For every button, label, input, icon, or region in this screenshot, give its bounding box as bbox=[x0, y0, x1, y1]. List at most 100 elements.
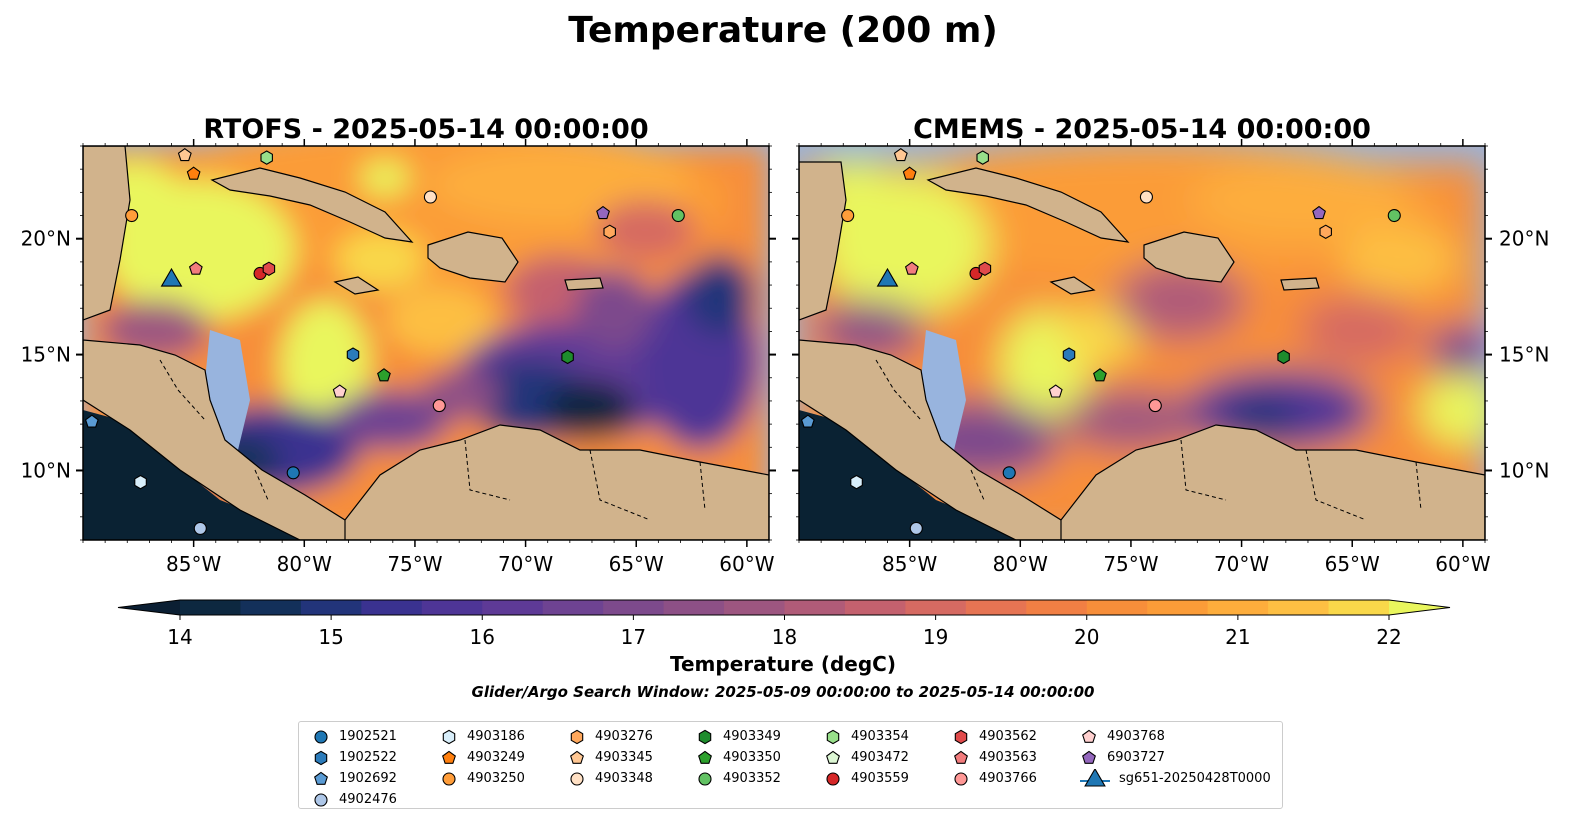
pentagon-marker-icon bbox=[1082, 729, 1096, 743]
legend-marker bbox=[954, 771, 968, 786]
legend-label: sg651-20250428T0000 bbox=[1119, 771, 1271, 786]
colorbar-band bbox=[1086, 600, 1148, 615]
platform-marker-6903727 bbox=[1312, 205, 1326, 220]
colorbar-tick-label: 20 bbox=[1074, 625, 1099, 649]
platform-marker-4903249 bbox=[186, 166, 201, 180]
legend-label: 6903727 bbox=[1107, 750, 1165, 765]
border-lines bbox=[159, 359, 706, 521]
colorbar-over-arrow bbox=[1389, 600, 1450, 615]
legend-label: 4903766 bbox=[979, 771, 1037, 786]
legend-item: 4903352 bbox=[695, 768, 781, 789]
colorbar-band bbox=[542, 600, 604, 615]
colorbar-band bbox=[844, 600, 906, 615]
triangle-marker-icon bbox=[1080, 768, 1110, 787]
legend-marker bbox=[570, 750, 584, 764]
legend-item: 4903276 bbox=[567, 726, 653, 747]
colorbar-band bbox=[965, 600, 1027, 615]
platform-marker-1902692 bbox=[84, 414, 99, 428]
platform-marker-6903727 bbox=[596, 205, 610, 220]
legend-marker bbox=[314, 771, 328, 785]
land-puerto-rico bbox=[564, 277, 604, 291]
legend-marker bbox=[1082, 750, 1096, 764]
pentagon-marker-icon bbox=[570, 750, 584, 764]
land-puerto-rico bbox=[1280, 277, 1320, 291]
legend-label: 4903768 bbox=[1107, 729, 1165, 744]
colorbar-tick-label: 21 bbox=[1225, 625, 1250, 649]
platform-marker-4903562 bbox=[978, 261, 992, 277]
legend-label: 4903562 bbox=[979, 729, 1037, 744]
legend-label: 4903350 bbox=[723, 750, 781, 765]
deep-pacific bbox=[799, 410, 1016, 540]
hexagon-marker-icon bbox=[698, 729, 712, 744]
lon-tick-label: 70°W bbox=[1214, 552, 1269, 576]
land-jamaica bbox=[1049, 276, 1096, 295]
legend-label: 4903472 bbox=[851, 750, 909, 765]
platform-marker-1902692 bbox=[800, 414, 815, 428]
legend-marker bbox=[826, 771, 840, 786]
colorbar-tick-label: 14 bbox=[167, 625, 192, 649]
lat-tick-label: 20°N bbox=[1499, 227, 1549, 251]
platform-marker-4903276 bbox=[603, 224, 616, 240]
pentagon-marker-icon bbox=[698, 750, 712, 764]
lon-tick-label: 60°W bbox=[1435, 552, 1490, 576]
platform-marker-4903766 bbox=[432, 399, 446, 413]
legend-item: sg651-20250428T0000 bbox=[1079, 768, 1271, 789]
legend-column: 4903349 4903350 4903352 bbox=[695, 726, 781, 789]
land-cuba bbox=[926, 167, 1130, 243]
legend-column: 4903354 4903472 4903559 bbox=[823, 726, 909, 789]
hexagon-marker-icon bbox=[954, 729, 968, 744]
panel-title-rtofs: RTOFS - 2025-05-14 00:00:00 bbox=[203, 114, 648, 145]
legend-marker bbox=[570, 771, 584, 786]
legend-item: 4903563 bbox=[951, 747, 1037, 768]
legend-column: 4903562 4903563 4903766 bbox=[951, 726, 1037, 789]
land-jamaica bbox=[333, 276, 380, 295]
colorbar-tick-label: 15 bbox=[318, 625, 343, 649]
legend-item: 4903345 bbox=[567, 747, 653, 768]
platform-marker-4903349 bbox=[1277, 349, 1290, 365]
legend-marker bbox=[570, 729, 584, 744]
legend-column: 1902521 1902522 1902692 4902476 bbox=[311, 726, 397, 810]
legend-item: 4903348 bbox=[567, 768, 653, 789]
platform-marker-4903349 bbox=[561, 349, 574, 365]
legend-label: 4903354 bbox=[851, 729, 909, 744]
platform-marker-4903186 bbox=[134, 474, 147, 490]
platform-marker-4903345 bbox=[177, 148, 192, 162]
legend-label: 4903276 bbox=[595, 729, 653, 744]
legend-label: 4903345 bbox=[595, 750, 653, 765]
platform-marker-4902476 bbox=[909, 521, 923, 535]
platform-marker-4903350 bbox=[1093, 368, 1107, 382]
legend-marker bbox=[826, 729, 840, 744]
lon-tick-label: 65°W bbox=[609, 552, 664, 576]
land-hispaniola bbox=[427, 231, 519, 283]
colorbar-band bbox=[180, 600, 241, 615]
legend-column: 4903186 4903249 4903250 bbox=[439, 726, 525, 789]
lon-tick-label: 80°W bbox=[993, 552, 1048, 576]
platform-marker-4903354 bbox=[976, 150, 989, 165]
colorbar-tick-label: 16 bbox=[470, 625, 495, 649]
platform-marker-1902521 bbox=[286, 466, 300, 480]
legend-marker bbox=[826, 750, 840, 764]
legend-item: 4903349 bbox=[695, 726, 781, 747]
colorbar-band bbox=[784, 600, 846, 615]
lon-tick-label: 70°W bbox=[498, 552, 553, 576]
pentagon-marker-icon bbox=[1082, 750, 1096, 764]
legend-marker bbox=[698, 750, 712, 764]
platform-marker-4903768 bbox=[1048, 384, 1063, 398]
colorbar: 14 15 16 17 18 19 20 21 22 Temperature (degC) bbox=[117, 599, 1451, 676]
legend-label: 4903250 bbox=[467, 771, 525, 786]
legend-marker bbox=[314, 729, 328, 744]
legend-item: 6903727 bbox=[1079, 747, 1271, 768]
legend-marker bbox=[442, 750, 456, 764]
lon-tick-label: 85°W bbox=[882, 552, 937, 576]
colorbar-band bbox=[663, 600, 725, 615]
platform-marker-4903766 bbox=[1148, 399, 1162, 413]
legend-column: 4903276 4903345 4903348 bbox=[567, 726, 653, 789]
colorbar-band bbox=[1147, 600, 1209, 615]
legend-item: 1902521 bbox=[311, 726, 397, 747]
colorbar-band bbox=[361, 600, 423, 615]
colorbar-band bbox=[421, 600, 483, 615]
platform-markers-cmems bbox=[800, 148, 1401, 535]
lat-tick-label: 20°N bbox=[21, 227, 71, 251]
circle-marker-icon bbox=[314, 792, 328, 807]
